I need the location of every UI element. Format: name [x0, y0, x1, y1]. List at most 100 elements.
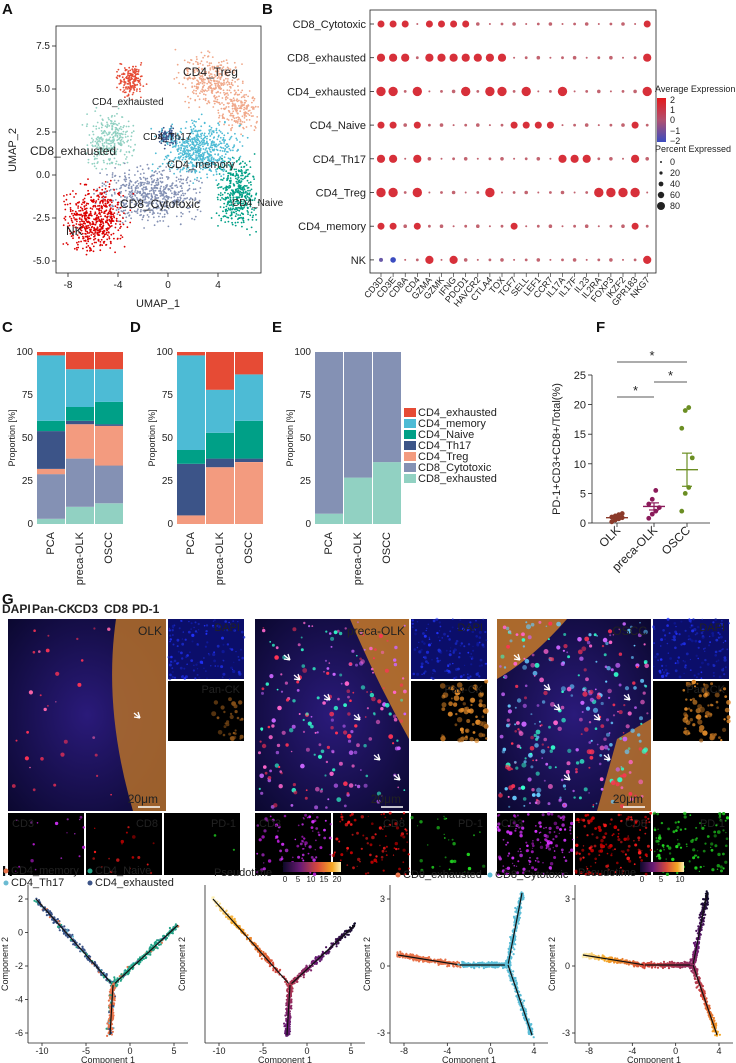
umap-cell: [175, 215, 178, 218]
stack-segment-cd4-naive: [177, 450, 205, 464]
micro-group-title: OLK: [138, 624, 162, 638]
stack-y-label: Proportion [%]: [285, 409, 295, 466]
umap-cell: [234, 224, 237, 227]
dotplot-dot: [510, 121, 518, 129]
umap-cell: [126, 212, 129, 215]
umap-cell: [204, 99, 207, 102]
umap-cell: [136, 83, 139, 86]
umap-cell: [149, 211, 151, 214]
umap-cell: [218, 173, 221, 175]
umap-cell: [93, 238, 95, 241]
umap-cell: [214, 84, 217, 87]
umap-cell: [187, 70, 189, 73]
umap-cell: [220, 73, 223, 76]
umap-cell: [158, 165, 161, 168]
umap-cell: [211, 66, 214, 69]
dotplot-dot: [437, 53, 446, 62]
umap-cell: [206, 144, 209, 147]
dotplot-dot: [549, 90, 552, 93]
umap-cell: [228, 208, 231, 211]
umap-cell: [185, 145, 187, 148]
expr-legend-title: Average Expression: [655, 84, 735, 94]
umap-cell: [110, 122, 112, 125]
umap-cell: [100, 218, 103, 221]
umap-cell: [231, 107, 234, 110]
stack-segment-cd4-exhausted: [177, 352, 205, 356]
traj-y-tick: 0: [18, 928, 23, 938]
umap-cell: [169, 144, 171, 147]
traj-cell: [164, 938, 167, 941]
umap-cell: [220, 107, 223, 110]
umap-cell: [210, 73, 213, 75]
umap-cell: [249, 189, 251, 192]
umap-cell: [245, 107, 247, 110]
traj-cell: [268, 965, 271, 968]
umap-cell: [180, 127, 183, 130]
umap-cell: [129, 89, 131, 92]
umap-cell: [93, 192, 95, 195]
umap-cell: [188, 184, 191, 187]
umap-cell: [229, 149, 232, 152]
scatter-y-tick: 25: [574, 370, 586, 382]
umap-cell: [213, 80, 216, 83]
umap-cell: [89, 207, 92, 210]
significance-star: *: [649, 348, 654, 363]
umap-cell: [118, 75, 121, 78]
umap-cell: [120, 149, 122, 151]
dotplot-row-cd8-exhausted: CD8_exhausted: [287, 53, 366, 65]
umap-cell: [220, 69, 223, 71]
umap-cell: [117, 211, 120, 214]
umap-cell: [103, 191, 106, 194]
umap-cell: [214, 100, 217, 103]
umap-cell: [64, 208, 67, 211]
umap-cell: [111, 172, 114, 174]
umap-cell: [79, 206, 82, 209]
umap-cell: [105, 193, 108, 196]
umap-cell: [241, 82, 244, 84]
umap-cell: [225, 188, 228, 191]
umap-cell: [117, 229, 120, 232]
umap-cell: [191, 91, 194, 93]
umap-cell: [119, 214, 121, 217]
traj-cell: [307, 969, 310, 972]
traj-y-tick: 2: [18, 894, 23, 904]
umap-cell: [233, 69, 235, 72]
umap-cell: [172, 127, 175, 130]
umap-cell: [220, 82, 222, 84]
dotplot-dot: [476, 22, 480, 26]
umap-cell: [217, 112, 220, 114]
dotplot-dot: [548, 224, 553, 228]
umap-cell: [128, 187, 130, 190]
umap-cell: [124, 133, 127, 136]
umap-cell: [242, 221, 245, 224]
umap-cell: [232, 114, 235, 117]
umap-cell: [236, 209, 239, 212]
umap-cell: [213, 67, 216, 70]
umap-cell: [66, 243, 69, 246]
umap-cell: [109, 209, 112, 211]
umap-cell: [91, 130, 94, 133]
umap-cell: [192, 132, 195, 135]
umap-cell: [111, 174, 114, 176]
dotplot-dot: [451, 89, 456, 94]
umap-cell: [170, 125, 173, 127]
umap-cell: [219, 199, 222, 201]
umap-cell: [215, 82, 218, 85]
umap-cell: [254, 127, 257, 129]
stack-legend-swatch: [404, 419, 416, 428]
umap-cell: [218, 214, 221, 217]
umap-cell: [189, 180, 192, 183]
umap-cell: [218, 124, 221, 126]
dotplot-row-labels: CD8_CytotoxicCD8_exhaustedCD4_exhaustedC…: [287, 19, 374, 267]
umap-cell: [216, 85, 219, 87]
umap-cell: [109, 119, 112, 122]
stack-segment-cd8-cytotoxic: [344, 352, 372, 478]
stack-y-tick: 25: [162, 476, 174, 487]
umap-cell: [202, 64, 204, 66]
umap-cell: [244, 99, 246, 102]
umap-cell: [92, 198, 95, 201]
umap-cell: [120, 190, 122, 193]
umap-cell: [219, 92, 222, 94]
umap-cell: [243, 115, 246, 117]
dotplot-dot: [609, 55, 613, 60]
